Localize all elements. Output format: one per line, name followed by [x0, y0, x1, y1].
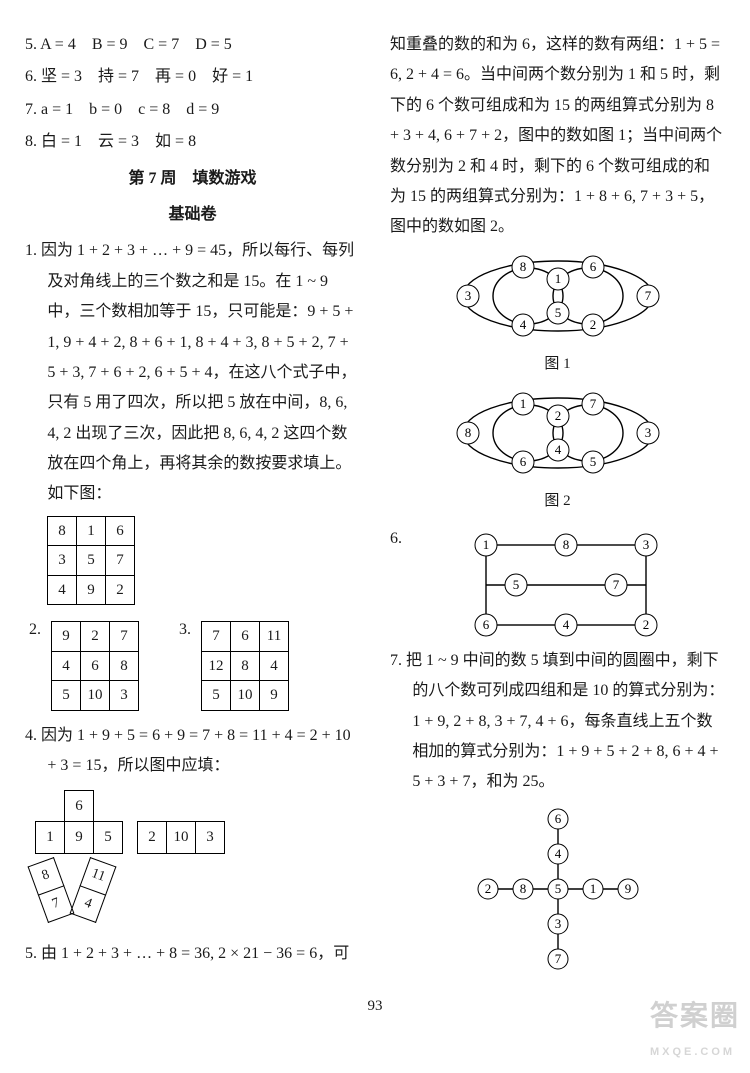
svg-text:6: 6 [482, 617, 489, 632]
q1-grid: 816 357 492 [47, 516, 135, 606]
svg-text:3: 3 [554, 916, 561, 931]
watermark: 答案圈 MXQE.COM [650, 989, 740, 1063]
fig2-caption: 图 2 [390, 487, 725, 516]
svg-text:7: 7 [589, 396, 596, 411]
svg-text:9: 9 [624, 881, 631, 896]
q5-cont: 知重叠的数的和为 6，这样的数有两组：1 + 5 = 6, 2 + 4 = 6。… [390, 30, 725, 243]
svg-text:8: 8 [519, 259, 526, 274]
week-title: 第 7 周 填数游戏 [25, 164, 360, 194]
q3-label: 3. [179, 615, 197, 645]
ans-line-8: 8. 白 = 1 云 = 3 如 = 8 [25, 127, 360, 157]
svg-text:2: 2 [589, 317, 596, 332]
svg-text:2: 2 [642, 617, 649, 632]
svg-text:4: 4 [554, 442, 561, 457]
svg-text:7: 7 [554, 951, 561, 966]
page-content: 5. A = 4 B = 9 C = 7 D = 5 6. 坚 = 3 持 = … [25, 30, 725, 980]
svg-text:8: 8 [464, 425, 471, 440]
svg-text:1: 1 [589, 881, 596, 896]
q6-figure: 6. 1 8 3 5 7 6 4 2 [390, 524, 725, 646]
svg-text:5: 5 [589, 454, 596, 469]
svg-text:4: 4 [519, 317, 526, 332]
svg-text:3: 3 [464, 288, 471, 303]
svg-text:3: 3 [642, 537, 649, 552]
q4-text: 4. 因为 1 + 9 + 5 = 6 + 9 = 7 + 8 = 11 + 4… [25, 721, 360, 782]
q4-figures: 6 195 2103 [35, 790, 360, 854]
svg-text:3: 3 [644, 425, 651, 440]
q7-figure: 6 4 5 3 7 2 8 1 9 [390, 804, 725, 974]
q2-label: 2. [29, 615, 47, 645]
svg-text:1: 1 [482, 537, 489, 552]
figure-1: 8 4 3 1 5 6 2 7 图 1 [390, 249, 725, 379]
q2-q3-row: 2. 927 468 5103 3. 7611 1284 5109 [29, 615, 360, 721]
svg-text:2: 2 [554, 408, 561, 423]
svg-text:5: 5 [554, 305, 561, 320]
svg-text:2: 2 [484, 881, 491, 896]
q5-text: 5. 由 1 + 2 + 3 + … + 8 = 36, 2 × 21 − 36… [25, 939, 360, 969]
svg-text:7: 7 [612, 577, 619, 592]
q6-label: 6. [390, 524, 402, 554]
svg-text:1: 1 [519, 396, 526, 411]
svg-text:6: 6 [554, 811, 561, 826]
svg-text:7: 7 [644, 288, 651, 303]
q1-text: 1. 因为 1 + 2 + 3 + … + 9 = 45，所以每行、每列及对角线… [25, 236, 360, 510]
ans-line-7: 7. a = 1 b = 0 c = 8 d = 9 [25, 95, 360, 125]
svg-text:8: 8 [562, 537, 569, 552]
svg-text:5: 5 [554, 881, 561, 896]
svg-text:8: 8 [519, 881, 526, 896]
figure-2: 1 6 8 2 4 7 5 3 图 2 [390, 386, 725, 516]
svg-text:6: 6 [589, 259, 596, 274]
svg-text:1: 1 [554, 271, 561, 286]
svg-text:6: 6 [519, 454, 526, 469]
ans-line-5: 5. A = 4 B = 9 C = 7 D = 5 [25, 30, 360, 60]
fig1-caption: 图 1 [390, 350, 725, 379]
sub-title: 基础卷 [25, 200, 360, 230]
svg-text:4: 4 [554, 846, 561, 861]
page-number: 93 [25, 992, 725, 1021]
ans-line-6: 6. 坚 = 3 持 = 7 再 = 0 好 = 1 [25, 62, 360, 92]
svg-text:5: 5 [512, 577, 519, 592]
q7-text: 7. 把 1 ~ 9 中间的数 5 填到中间的圆圈中，剩下的八个数可列成四组和是… [390, 646, 725, 798]
svg-text:4: 4 [562, 617, 569, 632]
